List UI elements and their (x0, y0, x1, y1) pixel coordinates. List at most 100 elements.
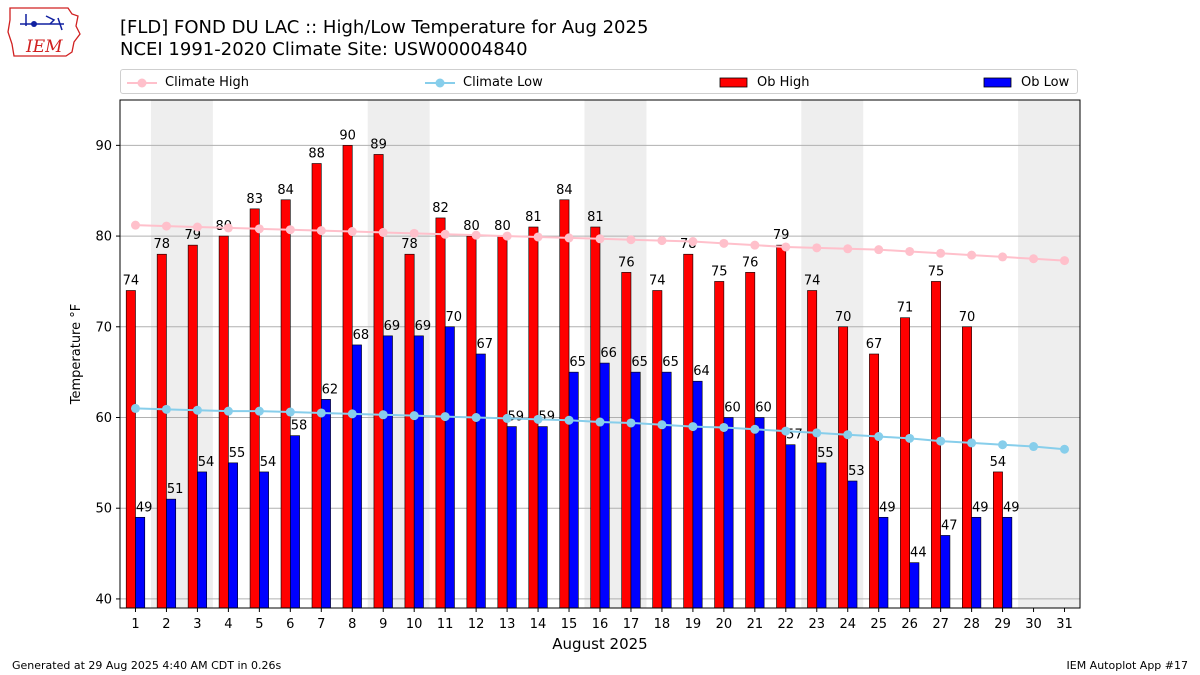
ob-low-bar (166, 498, 177, 609)
x-tick-label: 1 (131, 617, 139, 632)
iem-logo: IEM (6, 4, 82, 60)
ob-low-bar (785, 444, 796, 609)
climate-high-point (409, 228, 419, 238)
ob-high-bar (373, 154, 384, 609)
ob-high-label: 74 (649, 274, 666, 289)
climate-high-point (471, 230, 481, 240)
x-axis-label: August 2025 (552, 635, 647, 653)
ob-high-label: 76 (742, 255, 759, 270)
title-line-2: NCEI 1991-2020 Climate Site: USW00004840 (120, 39, 528, 60)
ob-low-label: 59 (507, 410, 524, 425)
climate-low-point (378, 410, 388, 420)
x-tick-label: 15 (561, 617, 578, 632)
ob-low-label: 49 (972, 500, 989, 515)
ob-low-label: 69 (384, 319, 401, 334)
climate-high-point (502, 231, 512, 241)
ob-high-label: 84 (556, 183, 573, 198)
ob-low-bar (444, 326, 455, 609)
climate-low-point (285, 407, 295, 417)
climate-high-point (440, 229, 450, 239)
ob-low-bar (475, 353, 486, 609)
legend-label-ob-low: Ob Low (1021, 75, 1070, 90)
x-tick-label: 18 (654, 617, 671, 632)
climate-high-point (750, 240, 760, 250)
climate-high-point (843, 244, 853, 254)
x-tick-label: 25 (870, 617, 887, 632)
legend-ob-low: Ob Low (983, 70, 1069, 95)
climate-low-point (192, 405, 202, 415)
chart-title: [FLD] FOND DU LAC :: High/Low Temperatur… (120, 17, 648, 61)
ob-high-label: 75 (711, 264, 728, 279)
x-tick-label: 2 (162, 617, 170, 632)
climate-high-point (812, 243, 822, 253)
climate-low-point (1029, 442, 1039, 452)
x-tick-label: 12 (468, 617, 485, 632)
climate-high-point (316, 226, 326, 236)
ob-low-label: 70 (446, 310, 463, 325)
climate-high-point (533, 232, 543, 242)
climate-high-point (905, 246, 915, 256)
climate-low-point (471, 413, 481, 422)
ob-low-bar (506, 426, 517, 609)
climate-high-point (564, 233, 574, 243)
ob-low-bar (197, 471, 208, 609)
x-tick-label: 5 (255, 617, 263, 632)
ob-low-label: 68 (353, 328, 370, 343)
climate-high-point (874, 245, 884, 255)
climate-low-point (781, 426, 791, 436)
climate-high-point (192, 222, 202, 232)
x-tick-label: 11 (437, 617, 454, 632)
climate-high-point (347, 227, 357, 237)
ob-high-bar (900, 317, 910, 609)
ob-high-label: 76 (618, 255, 635, 270)
ob-high-label: 70 (835, 310, 852, 325)
x-tick-label: 13 (499, 617, 516, 632)
y-tick-label: 40 (95, 592, 112, 607)
ob-low-bar (382, 335, 393, 609)
ob-high-bar (156, 253, 167, 609)
x-tick-label: 26 (901, 617, 918, 632)
ob-low-bar (847, 480, 858, 609)
ob-high-label: 83 (246, 192, 263, 207)
climate-high-point (936, 248, 946, 258)
climate-low-point (998, 440, 1008, 450)
x-tick-label: 29 (994, 617, 1011, 632)
ob-high-label: 80 (463, 219, 480, 234)
ob-low-label: 51 (167, 482, 184, 497)
app-label: IEM Autoplot App #17 (1066, 659, 1189, 672)
x-tick-label: 24 (839, 617, 856, 632)
y-tick-label: 50 (95, 502, 112, 517)
ob-low-bar (754, 417, 765, 609)
ob-high-label: 74 (123, 274, 140, 289)
ob-low-label: 64 (693, 364, 710, 379)
ob-low-label: 44 (910, 546, 927, 561)
ob-low-label: 47 (941, 518, 958, 533)
ob-high-bar (125, 290, 136, 609)
ob-high-label: 71 (897, 301, 914, 316)
ob-low-label: 49 (136, 500, 153, 515)
x-tick-label: 4 (224, 617, 232, 632)
ob-low-bar (1002, 516, 1013, 609)
weekend-band (1018, 100, 1080, 608)
iowa-map-icon (7, 7, 81, 57)
x-tick-label: 3 (193, 617, 201, 632)
climate-low-point (347, 409, 357, 419)
y-tick-label: 90 (95, 139, 112, 154)
title-line-1: [FLD] FOND DU LAC :: High/Low Temperatur… (120, 17, 649, 38)
ob-high-label: 81 (525, 210, 542, 225)
ob-low-label: 65 (569, 355, 586, 370)
climate-high-point (161, 221, 171, 231)
climate-high-point (657, 236, 667, 246)
ob-low-label: 67 (477, 337, 494, 352)
ob-low-bar (971, 516, 982, 609)
logo-text: IEM (26, 37, 63, 57)
climate-high-point (998, 252, 1008, 262)
climate-high-line-icon (127, 78, 157, 87)
ob-high-bar (745, 272, 756, 609)
ob-low-bar (413, 335, 424, 609)
ob-high-label: 78 (154, 237, 171, 252)
ob-low-bar (816, 462, 827, 609)
legend: Climate High Climate Low Ob High Ob Low (120, 69, 1078, 94)
ob-high-bar (992, 471, 1003, 609)
